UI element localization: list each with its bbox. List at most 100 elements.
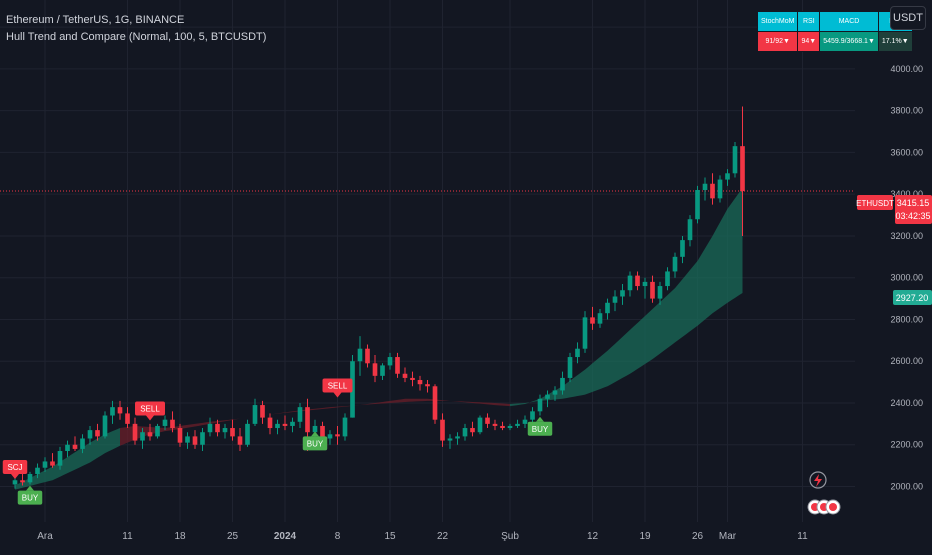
candle: [507, 423, 513, 431]
candle-body: [155, 425, 160, 437]
candle: [680, 235, 685, 264]
candle-body: [687, 219, 693, 241]
candle-body: [425, 384, 430, 387]
signal-pointer: [26, 485, 34, 491]
candle-body: [140, 432, 145, 441]
candle-body: [500, 425, 505, 429]
signal-box: [17, 490, 43, 505]
hull-price-value: 2927.20: [896, 293, 929, 303]
candle: [72, 436, 78, 452]
candle-body: [447, 438, 453, 441]
currency-button[interactable]: USDT: [890, 6, 926, 30]
candle: [387, 352, 393, 370]
candle: [702, 177, 708, 201]
candle-body: [162, 419, 168, 426]
candle-body: [185, 436, 190, 443]
hull-band-segment-down: [120, 398, 405, 446]
candle-body: [387, 357, 393, 366]
candle: [27, 471, 33, 485]
signal-box: [302, 436, 328, 451]
candle-body: [177, 428, 183, 443]
candle-body: [717, 179, 723, 199]
candle: [425, 380, 430, 393]
candle: [282, 415, 288, 431]
price-axis: 2000.00 2200.00 2400.00 2600.00 2800.00 3000.…: [890, 22, 923, 491]
signal-buy: BUY: [527, 416, 553, 436]
candle-body: [312, 425, 318, 433]
candle: [575, 342, 580, 364]
x-tick-label: 2024: [274, 531, 297, 542]
candle-body: [650, 281, 655, 299]
candle-body: [200, 432, 205, 445]
candle: [162, 415, 168, 431]
symbol-label: ETHUSDT: [856, 199, 894, 208]
y-tick-label: 2400.00: [890, 398, 923, 408]
candle-body: [50, 461, 55, 466]
candle-body: [470, 428, 475, 433]
candle: [605, 298, 610, 320]
candle-body: [275, 423, 280, 429]
candle-body: [170, 419, 175, 429]
candle-body: [725, 173, 730, 180]
candle-body: [80, 438, 85, 449]
signal-label: BUY: [22, 494, 39, 503]
lightning-icon[interactable]: [809, 471, 827, 489]
candle-body: [417, 380, 423, 385]
candle-body: [395, 357, 400, 374]
candle-body: [477, 417, 483, 433]
candle: [522, 415, 528, 429]
x-tick-label: 12: [587, 531, 599, 542]
candle-body: [380, 365, 385, 376]
candle-body: [65, 444, 70, 452]
candle: [395, 352, 400, 378]
candle-body: [597, 313, 603, 324]
candle: [222, 423, 228, 439]
candle-body: [230, 428, 235, 437]
candle: [620, 283, 625, 305]
candle-body: [612, 296, 618, 303]
symbol-label-bg: [857, 195, 893, 210]
candle-body: [522, 419, 528, 424]
candle: [185, 432, 190, 449]
candle: [87, 425, 93, 445]
hull-price-label: 2927.20: [893, 290, 932, 305]
candle-body: [410, 377, 415, 381]
header-stochmom: StochMoM: [756, 11, 799, 32]
signal-label: BUY: [307, 439, 324, 448]
hull-band-segment-up: [15, 428, 120, 490]
candle-body: [290, 421, 295, 426]
candle-body: [72, 444, 78, 449]
candle-body: [42, 461, 48, 468]
x-tick-label: 25: [227, 531, 239, 542]
candle-body: [440, 419, 445, 441]
candle-body: [432, 386, 438, 420]
candle-body: [282, 423, 288, 426]
header-rsi: RSI: [797, 11, 821, 32]
candle-body: [335, 434, 340, 437]
candle: [65, 440, 70, 458]
value-stochmom: 91/92▼: [756, 31, 799, 52]
candle-body: [12, 480, 18, 485]
signal-label: BUY: [532, 425, 549, 434]
candle: [335, 425, 340, 445]
x-tick-label: 19: [639, 531, 651, 542]
y-tick-label: 2000.00: [890, 482, 923, 492]
candle: [297, 402, 303, 429]
candle: [35, 463, 40, 479]
x-tick-label: 22: [437, 531, 449, 542]
indicator-title[interactable]: Hull Trend and Compare (Normal, 100, 5, …: [6, 31, 267, 43]
x-tick-label: 8: [335, 531, 341, 542]
symbol-title[interactable]: Ethereum / TetherUS, 1G, BINANCE: [6, 14, 185, 26]
candle-body: [117, 407, 123, 414]
y-tick-label: 3400.00: [890, 189, 923, 199]
candle: [515, 419, 520, 429]
candle-body: [545, 394, 550, 399]
candle-body: [590, 317, 595, 324]
candle-body: [327, 434, 333, 439]
candle-body: [125, 413, 130, 424]
country-flags-icon[interactable]: [807, 499, 841, 515]
candle-body: [132, 423, 138, 441]
signals: SCJ BUY SELL BUY SELL BUY: [2, 378, 553, 505]
